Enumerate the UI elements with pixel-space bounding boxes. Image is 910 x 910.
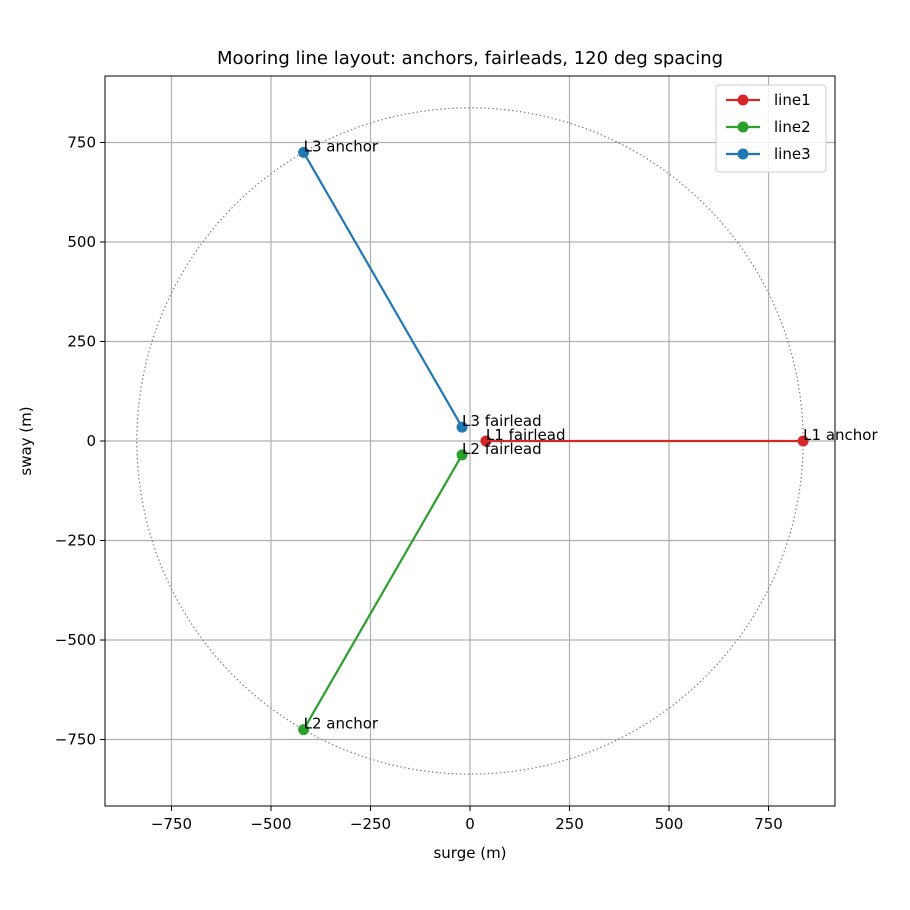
- x-tick-label: 0: [465, 815, 475, 833]
- point-annotation: L3 fairlead: [462, 412, 542, 430]
- y-axis-label: sway (m): [17, 406, 35, 475]
- chart-title: Mooring line layout: anchors, fairleads,…: [217, 48, 723, 69]
- data-point-line1: [797, 435, 809, 447]
- y-tick-label: −500: [55, 631, 96, 649]
- point-annotation: L3 anchor: [304, 137, 379, 155]
- point-annotation: L1 anchor: [803, 426, 878, 444]
- data-point-line2: [456, 449, 468, 461]
- y-tick-label: 0: [86, 432, 96, 450]
- series-line-line3: [302, 151, 463, 428]
- series-line-line2: [302, 454, 463, 731]
- point-annotation: L1 fairlead: [486, 426, 566, 444]
- data-point-line1: [480, 435, 492, 447]
- point-annotation: L2 fairlead: [462, 440, 542, 458]
- legend-label-line2: line2: [774, 118, 811, 136]
- legend-marker-line2: [737, 121, 749, 133]
- x-tick-label: 750: [754, 815, 783, 833]
- legend: line1 line2 line3: [715, 84, 827, 173]
- legend-marker-line1: [737, 94, 749, 106]
- series-layer: [298, 146, 809, 736]
- annotation-layer: L1 fairlead L1 anchor L2 fairlead L2 anchor…: [304, 137, 879, 732]
- legend-marker-line3: [737, 148, 749, 160]
- x-tick-label: −750: [151, 815, 192, 833]
- y-tick-label: −750: [55, 731, 96, 749]
- x-axis-label: surge (m): [433, 844, 506, 862]
- data-point-line3: [456, 421, 468, 433]
- y-tick-label: 500: [67, 233, 96, 251]
- x-tick-label: 500: [655, 815, 684, 833]
- ticks: −750 −500 −250 0 250 500 750 −750 −500 −250 0 250 50…: [55, 133, 783, 833]
- x-tick-label: −250: [350, 815, 391, 833]
- data-point-line3: [298, 146, 310, 158]
- x-tick-label: 250: [555, 815, 584, 833]
- y-tick-label: 750: [67, 133, 96, 151]
- data-point-line2: [298, 724, 310, 736]
- x-tick-label: −500: [250, 815, 291, 833]
- y-tick-label: 250: [67, 332, 96, 350]
- point-annotation: L2 anchor: [304, 715, 379, 733]
- y-tick-label: −250: [55, 532, 96, 550]
- legend-label-line1: line1: [774, 91, 811, 109]
- legend-label-line3: line3: [774, 145, 811, 163]
